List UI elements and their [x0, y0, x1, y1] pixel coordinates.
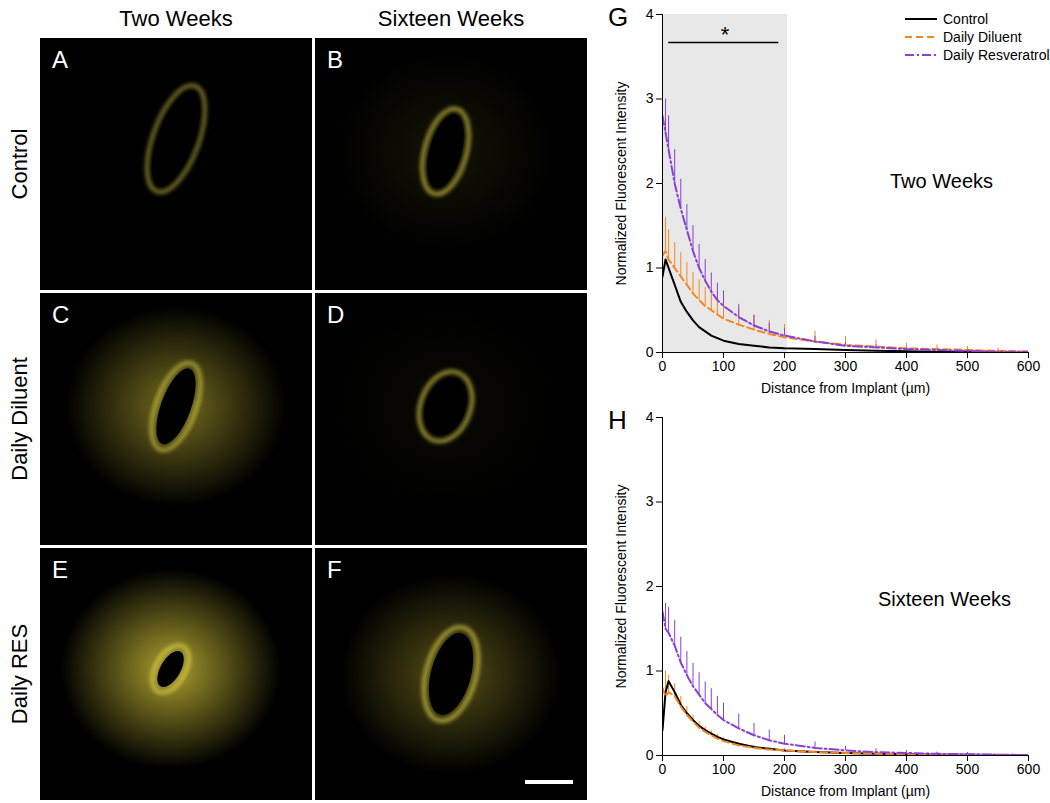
svg-text:Distance from Implant (µm): Distance from Implant (µm)	[761, 783, 930, 799]
html-text:Daily Diluent: Daily Diluent	[943, 29, 1022, 45]
svg-text:Distance from Implant (µm): Distance from Implant (µm)	[761, 380, 930, 396]
svg-text:*: *	[721, 22, 730, 47]
svg-text:0: 0	[646, 747, 654, 763]
svg-text:400: 400	[895, 761, 919, 777]
html-text:Two Weeks: Two Weeks	[890, 170, 993, 192]
svg-text:Normalized Fluorescent Intensi: Normalized Fluorescent Intensity	[613, 485, 629, 689]
svg-text:2: 2	[646, 578, 654, 594]
svg-text:3: 3	[646, 493, 654, 509]
svg-text:300: 300	[834, 761, 858, 777]
svg-text:500: 500	[956, 358, 980, 374]
html-text:Two Weeks: Two Weeks	[119, 6, 233, 31]
svg-text:200: 200	[773, 358, 797, 374]
html-text:G: G	[608, 2, 629, 32]
svg-text:4: 4	[646, 6, 654, 22]
html-text:B: B	[327, 46, 343, 73]
html-text:F: F	[327, 556, 342, 583]
html-text:E: E	[52, 556, 68, 583]
svg-text:4: 4	[646, 409, 654, 425]
svg-text:400: 400	[895, 358, 919, 374]
svg-text:600: 600	[1017, 761, 1041, 777]
html-text:D: D	[327, 301, 345, 328]
html-text:Daily Diluent: Daily Diluent	[7, 357, 32, 481]
svg-text:0: 0	[659, 358, 667, 374]
svg-text:100: 100	[712, 358, 736, 374]
svg-text:100: 100	[712, 761, 736, 777]
svg-text:2: 2	[646, 175, 654, 191]
html-text:Daily Resveratrol: Daily Resveratrol	[943, 47, 1050, 63]
svg-text:0: 0	[659, 761, 667, 777]
html-text:A: A	[52, 46, 68, 73]
html-text:C: C	[52, 301, 70, 328]
svg-text:1: 1	[646, 662, 654, 678]
svg-text:1: 1	[646, 259, 654, 275]
svg-text:Normalized Fluorescent Intensi: Normalized Fluorescent Intensity	[613, 82, 629, 286]
svg-text:300: 300	[834, 358, 858, 374]
html-text:Control: Control	[7, 128, 32, 200]
html-text:Sixteen Weeks: Sixteen Weeks	[878, 588, 1011, 610]
svg-text:200: 200	[773, 761, 797, 777]
html-text:Sixteen Weeks: Sixteen Weeks	[377, 6, 525, 31]
svg-text:3: 3	[646, 90, 654, 106]
svg-text:600: 600	[1017, 358, 1041, 374]
html-text:Daily RES: Daily RES	[7, 623, 32, 725]
html-text:H: H	[608, 405, 627, 435]
svg-text:0: 0	[646, 344, 654, 360]
html-text:Control: Control	[943, 11, 989, 27]
svg-text:500: 500	[956, 761, 980, 777]
